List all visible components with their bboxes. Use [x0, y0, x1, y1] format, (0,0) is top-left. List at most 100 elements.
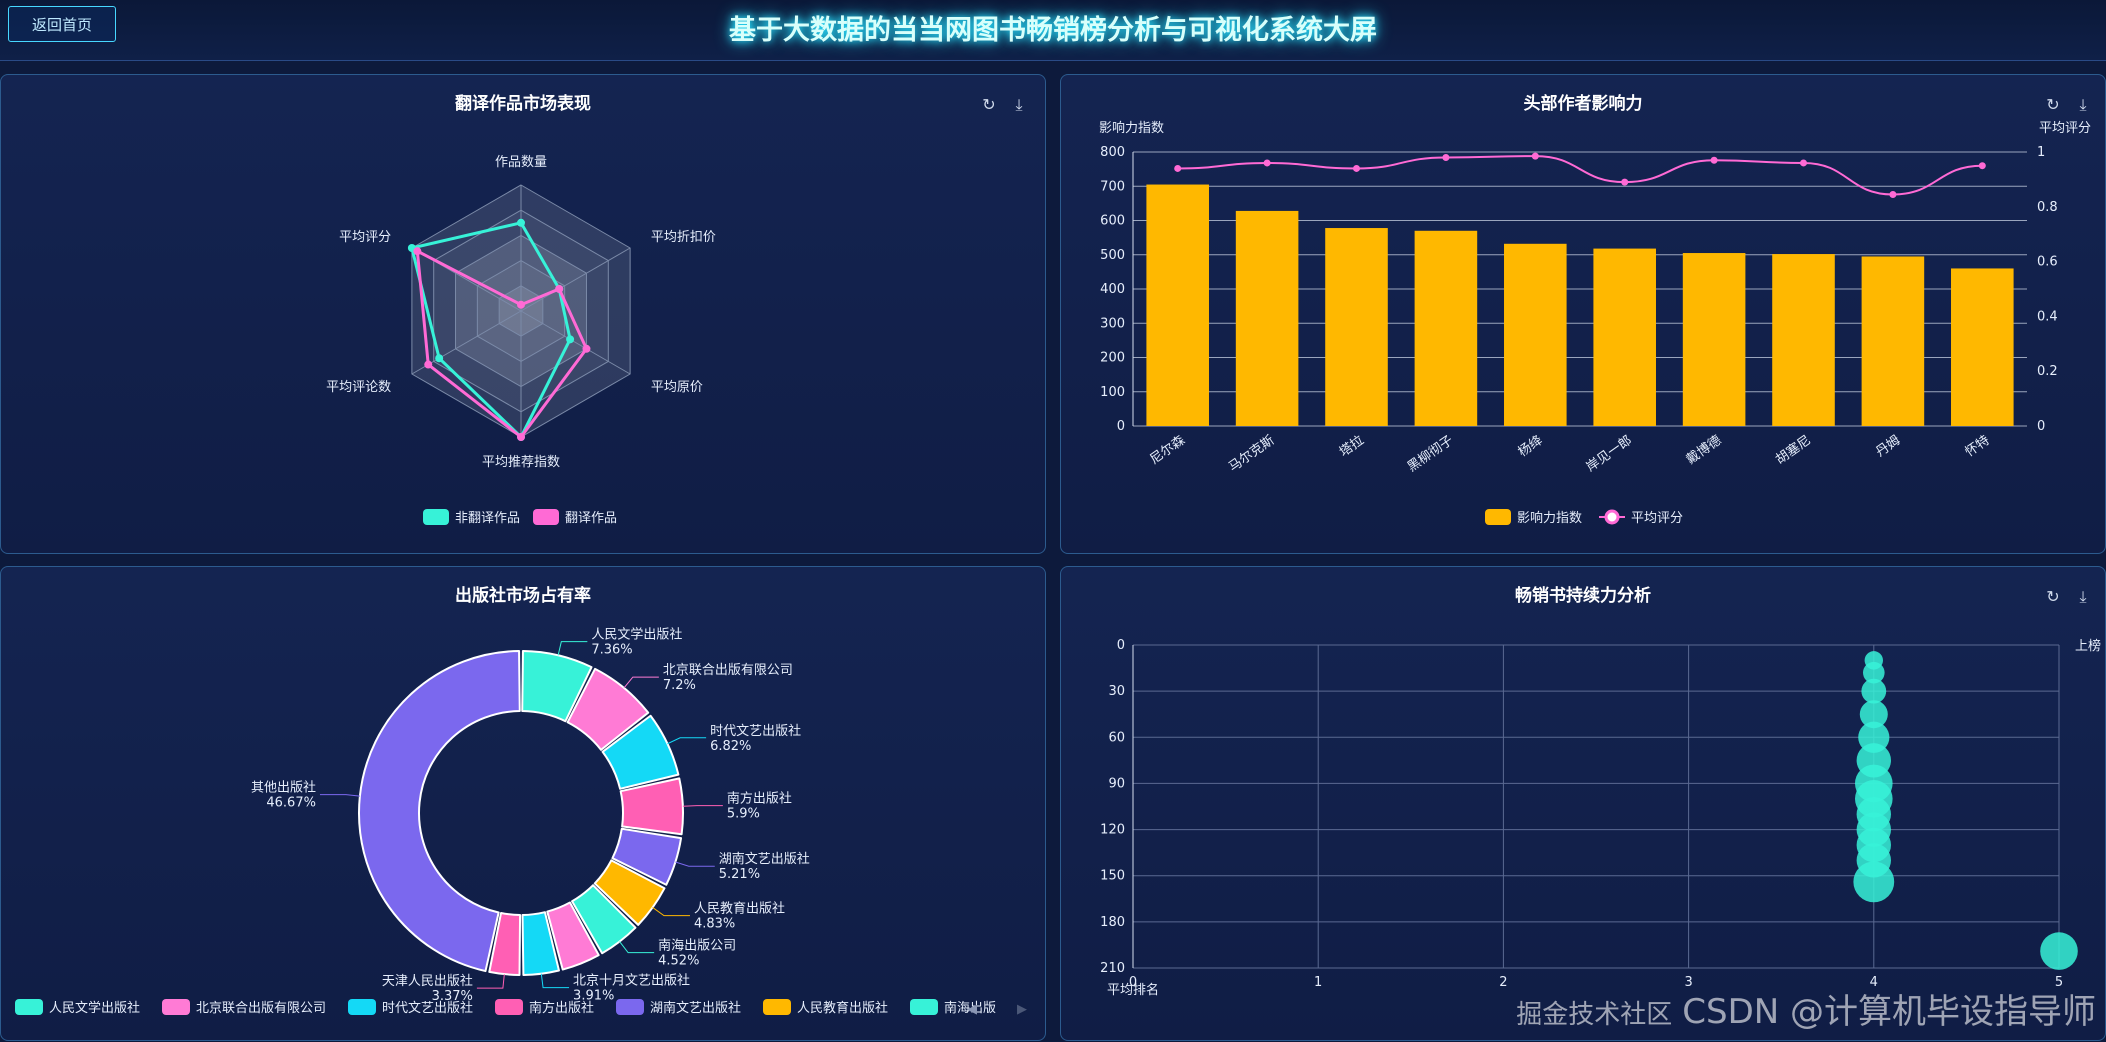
- pie-slice-label: 北京十月文艺出版社: [573, 973, 690, 989]
- download-icon[interactable]: ⤓: [2079, 587, 2087, 606]
- pie-slice: [521, 650, 593, 723]
- legend-label: 翻译作品: [565, 511, 617, 526]
- pie-slice-percent: 4.52%: [658, 954, 699, 969]
- pie-slice-percent: 46.67%: [266, 796, 316, 811]
- x-tick-label: 尼尔森: [1147, 433, 1188, 468]
- bar: [1504, 243, 1567, 426]
- radar-axis-line: [520, 310, 631, 375]
- radar-indicator-label: 平均推荐指数: [482, 455, 560, 470]
- watermark: 掘金技术社区 CSDN @计算机毕设指导师: [1516, 984, 2096, 1033]
- x-tick-label: 丹姆: [1873, 433, 1903, 460]
- watermark-secondary: 掘金技术社区: [1516, 1000, 1673, 1030]
- radar-indicator-label: 平均原价: [651, 380, 703, 395]
- radar-point: [413, 247, 422, 256]
- radar-indicator-label: 平均折扣价: [651, 230, 716, 245]
- line-point: [1353, 164, 1360, 172]
- y2-tick-label: 0.8: [2037, 200, 2058, 215]
- y-tick-label: 0: [1117, 638, 1125, 653]
- scatter-point: [1863, 661, 1885, 684]
- top-bar: 返回首页 基于大数据的当当网图书畅销榜分析与可视化系统大屏: [0, 0, 2106, 61]
- panel-radar: 翻译作品市场表现 ↻ ⤓ 作品数量平均折扣价平均原价平均推荐指数 平均评论数 平均评…: [0, 74, 1046, 554]
- bar: [1414, 230, 1478, 426]
- bar: [1593, 248, 1656, 426]
- pie-label-line: [319, 794, 360, 797]
- x-tick-label: 4: [1870, 975, 1878, 990]
- pie-label-line: [540, 973, 570, 989]
- back-home-button[interactable]: 返回首页: [8, 6, 116, 42]
- pie-slice: [601, 714, 680, 790]
- legend-swatch: [15, 999, 43, 1015]
- pie-label-line: [557, 641, 588, 656]
- pie-label-line: [476, 974, 505, 989]
- y-tick-label: 120: [1100, 823, 1125, 838]
- author-bar-chart: 影响力指数 平均评分010020030040050060070080000.20.…: [1099, 120, 2091, 526]
- y-tick-label: 800: [1100, 145, 1125, 160]
- bestseller-scatter-chart: 0 30 60 90 120 150 180 210 0 1 2 3 4 5 平均排名 上榜: [1100, 638, 2101, 998]
- pie-slice-label: 湖南文艺出版社: [719, 851, 810, 867]
- pie-label-line: [623, 676, 659, 689]
- y-tick-label: 500: [1100, 248, 1125, 263]
- y2-tick-label: 0.4: [2037, 309, 2058, 324]
- pie-slice-label: 人民文学出版社: [591, 627, 682, 643]
- bar: [1682, 253, 1746, 426]
- x-tick-label: 杨绛: [1516, 433, 1546, 460]
- radar-point: [435, 354, 444, 363]
- y-tick-label: 60: [1108, 730, 1125, 745]
- legend-swatch: [533, 509, 559, 525]
- x-tick-label: 5: [2055, 975, 2063, 990]
- radar-point: [555, 284, 564, 293]
- download-icon[interactable]: ⤓: [1015, 95, 1023, 114]
- radar-indicator-label: 平均评论数: [326, 380, 391, 395]
- pie-slice: [546, 901, 600, 971]
- y-tick-label: 300: [1100, 316, 1125, 331]
- legend-label: 影响力指数: [1517, 510, 1582, 526]
- radar-indicator-label: 平均评分: [339, 230, 391, 245]
- y-tick-label: 600: [1100, 214, 1125, 229]
- pie-label-line: [667, 737, 707, 745]
- bar: [1772, 254, 1835, 426]
- pie-slice-percent: 7.2%: [663, 678, 696, 693]
- bar: [1235, 210, 1299, 426]
- y-tick-label: 90: [1108, 776, 1125, 791]
- scatter-point: [1861, 678, 1887, 704]
- y-tick-label: 210: [1100, 961, 1125, 976]
- legend-label: 时代文艺出版社: [382, 1000, 473, 1016]
- refresh-icon[interactable]: ↻: [2046, 95, 2060, 114]
- line-point: [1978, 162, 1986, 170]
- x-tick-label: 岸见一郎: [1584, 433, 1635, 475]
- pie-slice-percent: 3.91%: [573, 989, 614, 1004]
- legend-swatch: [495, 999, 523, 1015]
- line-point: [1263, 159, 1271, 167]
- scatter-point: [1859, 700, 1888, 729]
- legend-swatch: [1485, 509, 1511, 525]
- refresh-icon[interactable]: ↻: [982, 95, 996, 114]
- download-icon[interactable]: ⤓: [2079, 95, 2087, 114]
- panel-title-author: 头部作者影响力: [1523, 94, 1643, 114]
- panel-title-bestseller: 畅销书持续力分析: [1515, 586, 1651, 606]
- x-tick-label: 戴博德: [1684, 433, 1725, 468]
- pie-slice: [593, 859, 666, 926]
- bar: [1146, 184, 1209, 426]
- bar: [1861, 256, 1925, 426]
- x-tick-label: 3: [1684, 975, 1692, 990]
- panel-author: 头部作者影响力 ↻ ⤓ 影响力指数 平均评分 0 100 200 300 400 500 600…: [1060, 74, 2106, 554]
- pie-slice-percent: 3.37%: [432, 989, 473, 1004]
- radar-indicator-label: 作品数量: [495, 155, 547, 170]
- publisher-pie-chart: 人民文学出版社7.36%北京联合出版有限公司7.2%时代文艺出版社6.82%南方…: [15, 627, 1027, 1017]
- y2-tick-label: 0.2: [2037, 364, 2058, 379]
- line-point: [1800, 159, 1807, 167]
- pie-slice-label: 南海出版公司: [658, 938, 736, 954]
- line-point: [1621, 178, 1629, 186]
- pie-slice-percent: 7.36%: [591, 643, 632, 658]
- panel-title-radar: 翻译作品市场表现: [455, 94, 591, 114]
- line-point: [1174, 164, 1182, 172]
- pie-slice: [488, 912, 522, 976]
- legend-label: 湖南文艺出版社: [650, 1000, 741, 1016]
- panel-publisher: 出版社市场占有率 人民文学出版社 7.36% 北京联合出版有限公司 7.2% 时代文艺出…: [0, 566, 1046, 1041]
- refresh-icon[interactable]: ↻: [2046, 587, 2060, 606]
- x-tick-label: 胡塞尼: [1773, 432, 1814, 467]
- pie-slice: [571, 884, 637, 955]
- bar: [1325, 228, 1388, 426]
- pie-slice-label: 北京联合出版有限公司: [663, 663, 793, 678]
- radar-point: [582, 344, 591, 353]
